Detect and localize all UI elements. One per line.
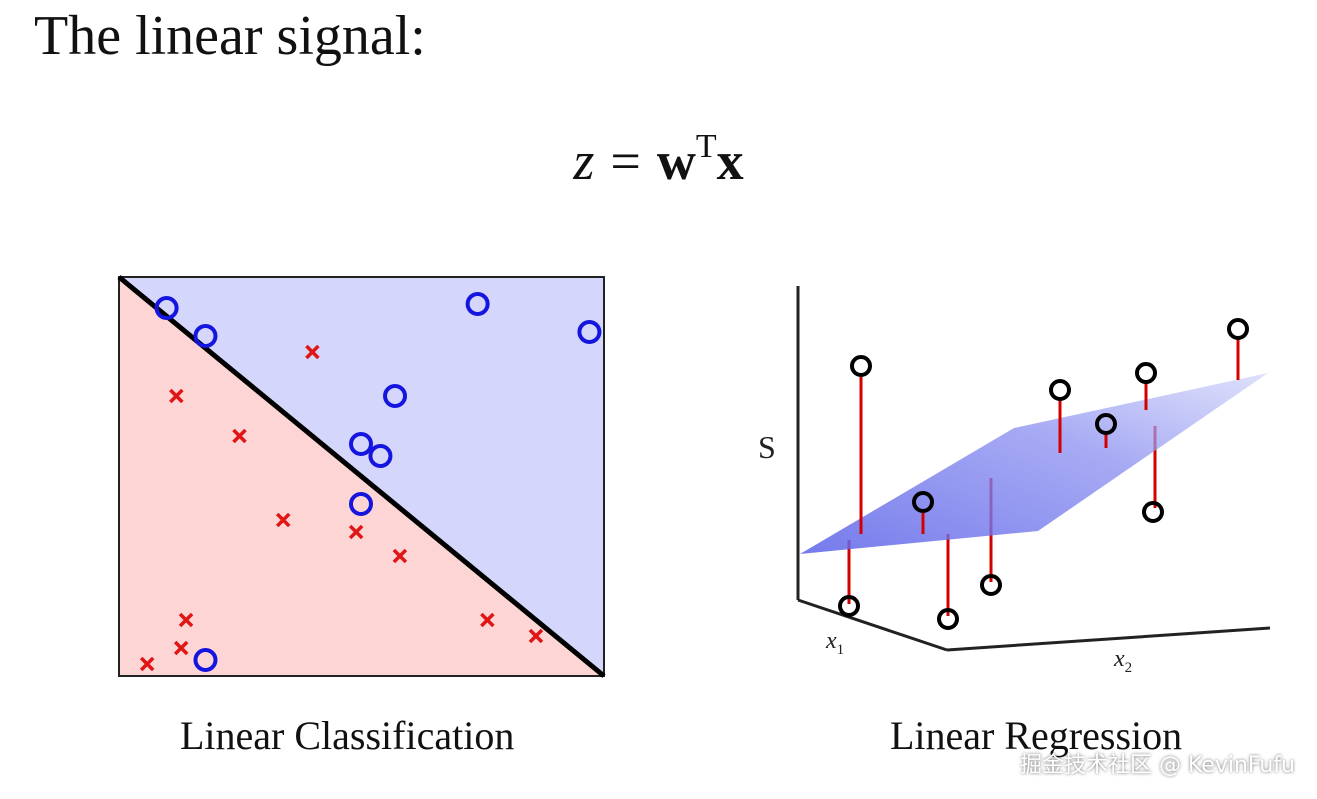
data-point: [1049, 379, 1071, 401]
class-cross-point: [178, 612, 194, 628]
class-cross-point: [139, 656, 155, 672]
data-point: [1227, 318, 1249, 340]
data-point: [838, 595, 860, 617]
x2-axis: [946, 626, 1271, 652]
class-circle-point: [349, 492, 373, 516]
class-cross-point: [276, 512, 291, 528]
residuals-above-plane: [859, 337, 1240, 534]
data-point: [980, 574, 1002, 596]
regression-caption: Linear Regression: [890, 713, 1183, 758]
class-circle-point: [577, 320, 602, 344]
page-title: The linear signal:: [34, 5, 426, 67]
regression-plane: [800, 373, 1268, 554]
class-cross-point: [392, 548, 408, 564]
class-cross-point: [528, 628, 544, 644]
regression-diagram: S x1 x2: [758, 286, 1271, 676]
class-cross-point: [169, 388, 184, 404]
classification-caption: Linear Classification: [180, 713, 515, 758]
class-cross-point: [173, 640, 189, 656]
data-point: [1135, 362, 1157, 384]
watermark: 掘金技术社区 @ KevinFufu: [1019, 753, 1295, 778]
class-cross-point: [232, 428, 247, 444]
class-cross-point: [480, 612, 495, 628]
formula-z: z: [573, 131, 595, 191]
formula-x: x: [716, 131, 744, 191]
data-point: [1095, 413, 1117, 435]
class-circle-point: [465, 292, 490, 316]
x2-axis-label: x2: [1113, 646, 1132, 676]
x1-axis: [797, 598, 948, 652]
s-axis-label: S: [758, 429, 776, 465]
formula: z = wTx: [0, 128, 1317, 192]
class-circle-point: [383, 384, 408, 408]
regression-points: [838, 318, 1249, 630]
plot-frame: [118, 276, 605, 677]
data-point: [850, 355, 872, 377]
formula-equals: =: [610, 131, 641, 191]
data-point: [937, 608, 959, 630]
class-cross-point: [348, 524, 364, 540]
class-circle-point: [368, 444, 393, 468]
data-point: [1142, 501, 1164, 523]
class-circle-point: [349, 432, 373, 456]
class-circle-point: [193, 648, 218, 672]
class-circle-point: [193, 324, 218, 348]
formula-w: w: [656, 131, 696, 191]
data-point: [912, 491, 934, 513]
classification-points: [139, 292, 602, 672]
class-cross-point: [305, 344, 320, 360]
x1-axis-label: x1: [825, 628, 844, 658]
class-circle-point: [154, 296, 179, 320]
classification-diagram: [117, 275, 606, 678]
formula-transpose: T: [695, 128, 717, 165]
